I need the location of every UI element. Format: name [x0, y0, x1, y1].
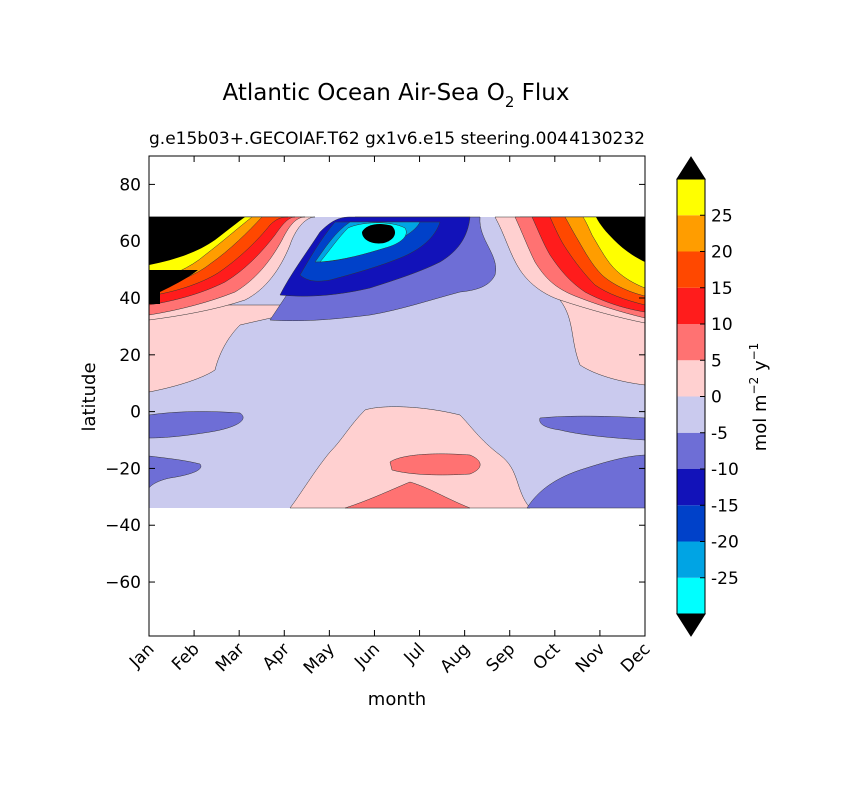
plot-area [149, 156, 645, 636]
colorbar-segment [677, 469, 705, 506]
contour-nw-black2 [149, 217, 245, 265]
y-tick-label: −20 [105, 459, 141, 479]
colorbar-segment [677, 360, 705, 397]
colorbar-label: mol m−2 y−1 [747, 343, 771, 452]
contour-black-center [362, 224, 396, 244]
colorbar-tick-label: -25 [711, 569, 739, 589]
colorbar-segment [677, 396, 705, 433]
colorbar-segment [677, 215, 705, 252]
colorbar-segment [677, 179, 705, 216]
chart-subtitle: g.e15b03+.GECOIAF.T62 gx1v6.e15 steering… [149, 129, 568, 149]
y-tick-label: 60 [119, 232, 141, 252]
y-tick-label: 80 [119, 175, 141, 195]
colorbar-segment [677, 577, 705, 614]
y-axis: 80 60 40 20 0 −20 −40 −60 [105, 175, 645, 593]
contour-red-patch [389, 453, 481, 476]
y-tick-label: 20 [119, 346, 141, 366]
contour-blue-east-eq [539, 415, 645, 441]
x-axis-label: month [368, 689, 426, 710]
contour-ne-black [596, 217, 645, 262]
x-tick-label: Feb [168, 639, 203, 674]
colorbar-segment [677, 324, 705, 361]
x-tick-label: Aug [437, 639, 475, 677]
colorbar-tick-label: 20 [711, 243, 733, 263]
contour-blue-east-south [526, 454, 645, 509]
y-tick-label: 0 [130, 403, 141, 423]
contour-nw-black [149, 270, 198, 304]
contour-blue-west-eq [149, 411, 244, 439]
colorbar-segment [677, 541, 705, 578]
colorbar-tick-label: 15 [711, 279, 733, 299]
colorbar-extend-max [676, 156, 706, 180]
y-tick-label: −60 [105, 573, 141, 593]
x-tick-label: Jul [400, 639, 429, 668]
colorbar-tick-label: -20 [711, 533, 739, 553]
contour-blue-west-south [149, 455, 202, 489]
x-tick-label: Apr [259, 639, 294, 674]
x-tick-label: Sep [482, 639, 519, 676]
chart-title: Atlantic Ocean Air-Sea O2 Flux [223, 80, 570, 111]
x-tick-label: Jun [350, 639, 384, 673]
colorbar-tick-label: -15 [711, 496, 739, 516]
colorbar-tick-label: 5 [711, 351, 722, 371]
colorbar-extend-min [676, 613, 706, 637]
plot-frame [148, 155, 646, 637]
y-tick-label: 40 [119, 289, 141, 309]
colorbar-segment [677, 505, 705, 542]
y-axis-label: latitude [79, 362, 100, 431]
colorbar-tick-label: -5 [711, 424, 728, 444]
colorbar-tick-label: 10 [711, 315, 733, 335]
chart-subtitle-right: 4130232 [569, 129, 645, 149]
y-tick-label: −40 [105, 516, 141, 536]
x-tick-label: Jan [125, 639, 158, 672]
x-tick-label: Mar [212, 639, 249, 676]
colorbar: 25 20 15 10 5 0 -5 -10 -15 -20 -25 [676, 156, 739, 637]
x-tick-label: Dec [617, 639, 654, 676]
colorbar-tick-label: 0 [711, 388, 722, 408]
x-tick-label: Nov [572, 639, 610, 677]
x-tick-label: Oct [529, 639, 564, 674]
contour-field [149, 216, 645, 509]
colorbar-segment [677, 287, 705, 324]
colorbar-tick-label: 25 [711, 206, 733, 226]
colorbar-segment [677, 251, 705, 288]
colorbar-tick-label: -10 [711, 460, 739, 480]
colorbar-segment [677, 432, 705, 469]
contour-red-south [344, 481, 471, 509]
x-tick-label: May [300, 639, 339, 678]
